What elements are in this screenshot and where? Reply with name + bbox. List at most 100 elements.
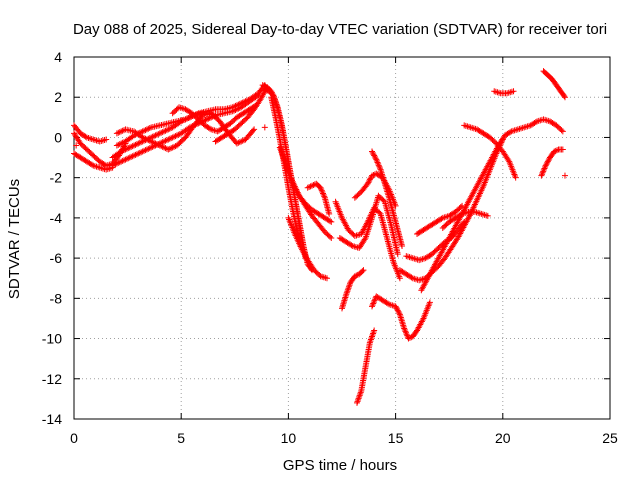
data-point-marker — [169, 134, 176, 141]
data-point-marker — [125, 155, 132, 162]
data-point-marker — [559, 146, 566, 153]
data-point-marker — [162, 145, 169, 152]
data-point-marker — [326, 218, 333, 225]
data-point-marker — [136, 129, 143, 136]
data-point-marker — [261, 124, 268, 131]
data-point-marker — [165, 146, 172, 153]
data-series-track — [336, 192, 401, 258]
data-point-marker — [236, 139, 243, 146]
data-point-marker — [156, 130, 163, 137]
data-point-marker — [202, 117, 209, 124]
data-point-marker — [162, 127, 169, 134]
data-series-track — [561, 172, 568, 179]
data-point-marker — [263, 86, 270, 93]
data-point-marker — [138, 129, 145, 136]
data-point-marker — [507, 129, 514, 136]
x-tick-label: 25 — [602, 430, 618, 446]
data-point-marker — [426, 299, 433, 306]
data-point-marker — [143, 126, 150, 133]
data-point-marker — [141, 127, 148, 134]
data-point-marker — [151, 139, 158, 146]
data-point-marker — [133, 131, 140, 138]
x-axis-label: GPS time / hours — [283, 457, 397, 474]
data-point-marker — [402, 328, 409, 335]
data-point-marker — [375, 162, 382, 169]
data-point-marker — [141, 147, 148, 154]
data-point-marker — [113, 142, 120, 149]
chart-title: Day 088 of 2025, Sidereal Day-to-day VTE… — [73, 21, 607, 38]
data-series-track — [461, 122, 519, 181]
data-point-marker — [119, 127, 126, 134]
data-point-marker — [403, 331, 410, 338]
data-point-marker — [109, 162, 116, 169]
data-point-marker — [185, 115, 192, 122]
data-series-track — [73, 142, 80, 149]
data-point-marker — [366, 176, 373, 183]
data-point-marker — [532, 119, 539, 126]
data-point-marker — [539, 171, 546, 178]
data-point-marker — [406, 334, 413, 341]
data-point-marker — [145, 137, 152, 144]
data-point-marker — [133, 151, 140, 158]
data-series-track — [285, 214, 330, 282]
data-point-marker — [394, 306, 401, 313]
data-point-marker — [250, 127, 257, 134]
y-tick-label: -12 — [42, 371, 62, 387]
data-points — [71, 68, 568, 406]
data-series-track — [491, 88, 517, 97]
data-point-marker — [141, 135, 148, 142]
data-point-marker — [159, 143, 166, 150]
data-point-marker — [129, 153, 136, 160]
data-point-marker — [318, 186, 325, 193]
data-point-marker — [369, 149, 376, 156]
data-point-marker — [168, 135, 175, 142]
data-point-marker — [375, 160, 382, 167]
data-point-marker — [323, 275, 330, 282]
data-point-marker — [155, 141, 162, 148]
data-point-marker — [552, 147, 559, 154]
data-point-marker — [129, 143, 136, 150]
x-tick-label: 15 — [388, 430, 404, 446]
data-point-marker — [143, 136, 150, 143]
data-point-marker — [171, 133, 178, 140]
data-point-marker — [540, 166, 547, 173]
data-point-marker — [158, 143, 165, 150]
data-point-marker — [370, 299, 377, 306]
data-point-marker — [132, 141, 139, 148]
data-point-marker — [259, 82, 266, 89]
data-point-marker — [171, 143, 178, 150]
data-point-marker — [360, 267, 367, 274]
data-point-marker — [142, 147, 149, 154]
y-tick-label: -10 — [42, 331, 62, 347]
data-point-marker — [261, 86, 268, 93]
data-point-marker — [155, 131, 162, 138]
data-point-marker — [317, 184, 324, 191]
data-point-marker — [128, 153, 135, 160]
data-series-track — [354, 327, 378, 406]
data-point-marker — [369, 148, 376, 155]
data-point-marker — [539, 169, 546, 176]
data-point-marker — [138, 149, 145, 156]
data-point-marker — [320, 190, 327, 197]
data-point-marker — [235, 139, 242, 146]
data-point-marker — [233, 106, 240, 113]
data-point-marker — [119, 147, 126, 154]
data-point-marker — [82, 133, 89, 140]
data-point-marker — [510, 88, 517, 95]
y-tick-label: -4 — [50, 210, 63, 226]
data-point-marker — [319, 189, 326, 196]
data-point-marker — [169, 144, 176, 151]
data-point-marker — [206, 125, 213, 132]
data-point-marker — [373, 158, 380, 165]
y-tick-label: -6 — [50, 250, 63, 266]
data-point-marker — [229, 108, 236, 115]
data-point-marker — [308, 182, 315, 189]
data-point-marker — [113, 130, 120, 137]
data-point-marker — [143, 146, 150, 153]
data-point-marker — [232, 106, 239, 113]
data-point-marker — [371, 153, 378, 160]
data-point-marker — [163, 137, 170, 144]
data-point-marker — [369, 172, 376, 179]
data-point-marker — [162, 137, 169, 144]
